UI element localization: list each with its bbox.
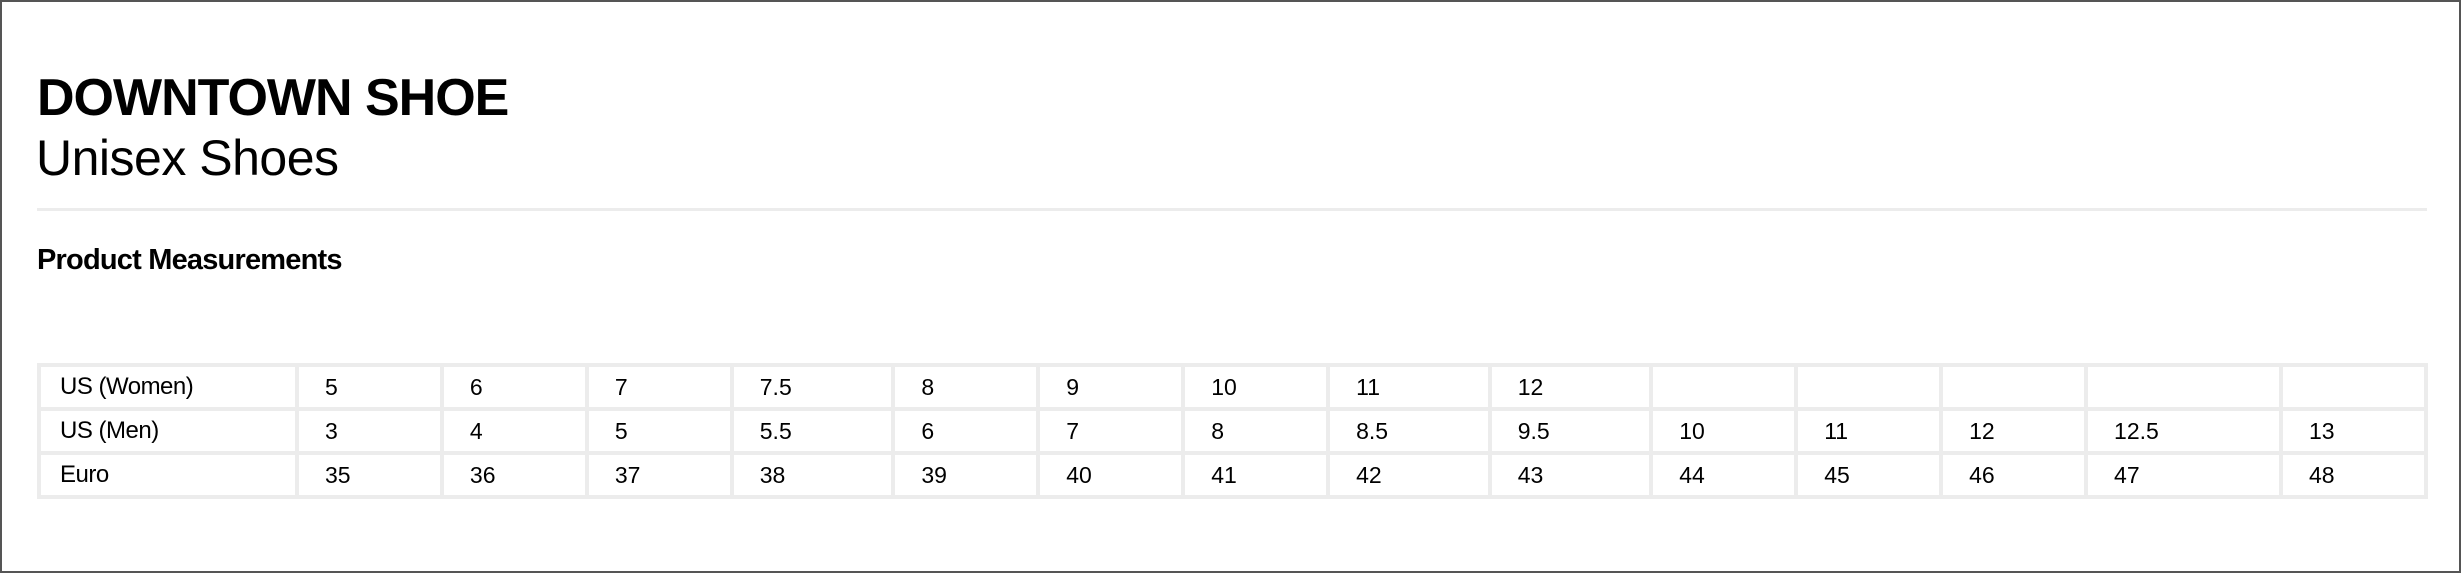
table-cell: 8 (1181, 407, 1331, 455)
table-cell (2278, 363, 2429, 411)
table-cell: 8.5 (1326, 407, 1492, 455)
table-cell: 3 (295, 407, 444, 455)
table-cell: 9 (1036, 363, 1186, 411)
table-cell: 5 (584, 407, 734, 455)
table-cell: 10 (1181, 363, 1331, 411)
table-cell: 43 (1487, 451, 1654, 499)
table-cell: 39 (891, 451, 1041, 499)
table-cell: 37 (584, 451, 734, 499)
table-cell: 11 (1794, 407, 1944, 455)
table-row: US (Women) 5 6 7 7.5 8 9 10 11 12 (37, 363, 2429, 411)
table-cell: 9.5 (1487, 407, 1654, 455)
row-label: Euro (37, 451, 299, 499)
size-table: US (Women) 5 6 7 7.5 8 9 10 11 12 US (Men) 3 4 5 5.5 6 7… (37, 363, 2429, 499)
table-row: Euro 35 36 37 38 39 40 41 42 43 44 45 46 47 48 (37, 451, 2429, 499)
row-label: US (Women) (37, 363, 299, 411)
table-cell: 4 (439, 407, 589, 455)
table-cell: 12.5 (2084, 407, 2283, 455)
table-cell: 36 (439, 451, 589, 499)
table-cell: 5 (295, 363, 444, 411)
product-title: DOWNTOWN SHOE (37, 69, 509, 127)
table-cell: 6 (891, 407, 1041, 455)
table-cell: 40 (1036, 451, 1186, 499)
table-cell: 11 (1326, 363, 1492, 411)
table-cell (1649, 363, 1799, 411)
table-cell: 8 (891, 363, 1041, 411)
row-label: US (Men) (37, 407, 299, 455)
table-cell: 47 (2084, 451, 2283, 499)
table-cell: 45 (1794, 451, 1944, 499)
section-title: Product Measurements (37, 244, 343, 276)
table-cell: 38 (729, 451, 896, 499)
table-cell: 10 (1649, 407, 1799, 455)
table-cell: 35 (295, 451, 444, 499)
divider (37, 208, 2427, 211)
table-cell: 41 (1181, 451, 1331, 499)
product-subtitle: Unisex Shoes (36, 130, 339, 186)
table-cell (1939, 363, 2089, 411)
table-cell: 7.5 (729, 363, 896, 411)
table-cell: 6 (439, 363, 589, 411)
table-cell: 12 (1487, 363, 1654, 411)
table-cell: 5.5 (729, 407, 896, 455)
table-cell: 42 (1326, 451, 1492, 499)
table-cell: 44 (1649, 451, 1799, 499)
table-cell (1794, 363, 1944, 411)
table-row: US (Men) 3 4 5 5.5 6 7 8 8.5 9.5 10 11 12 12.5 13 (37, 407, 2429, 455)
table-cell (2084, 363, 2283, 411)
table-cell: 7 (1036, 407, 1186, 455)
table-cell: 7 (584, 363, 734, 411)
table-cell: 12 (1939, 407, 2089, 455)
table-cell: 48 (2278, 451, 2429, 499)
table-cell: 13 (2278, 407, 2429, 455)
table-cell: 46 (1939, 451, 2089, 499)
